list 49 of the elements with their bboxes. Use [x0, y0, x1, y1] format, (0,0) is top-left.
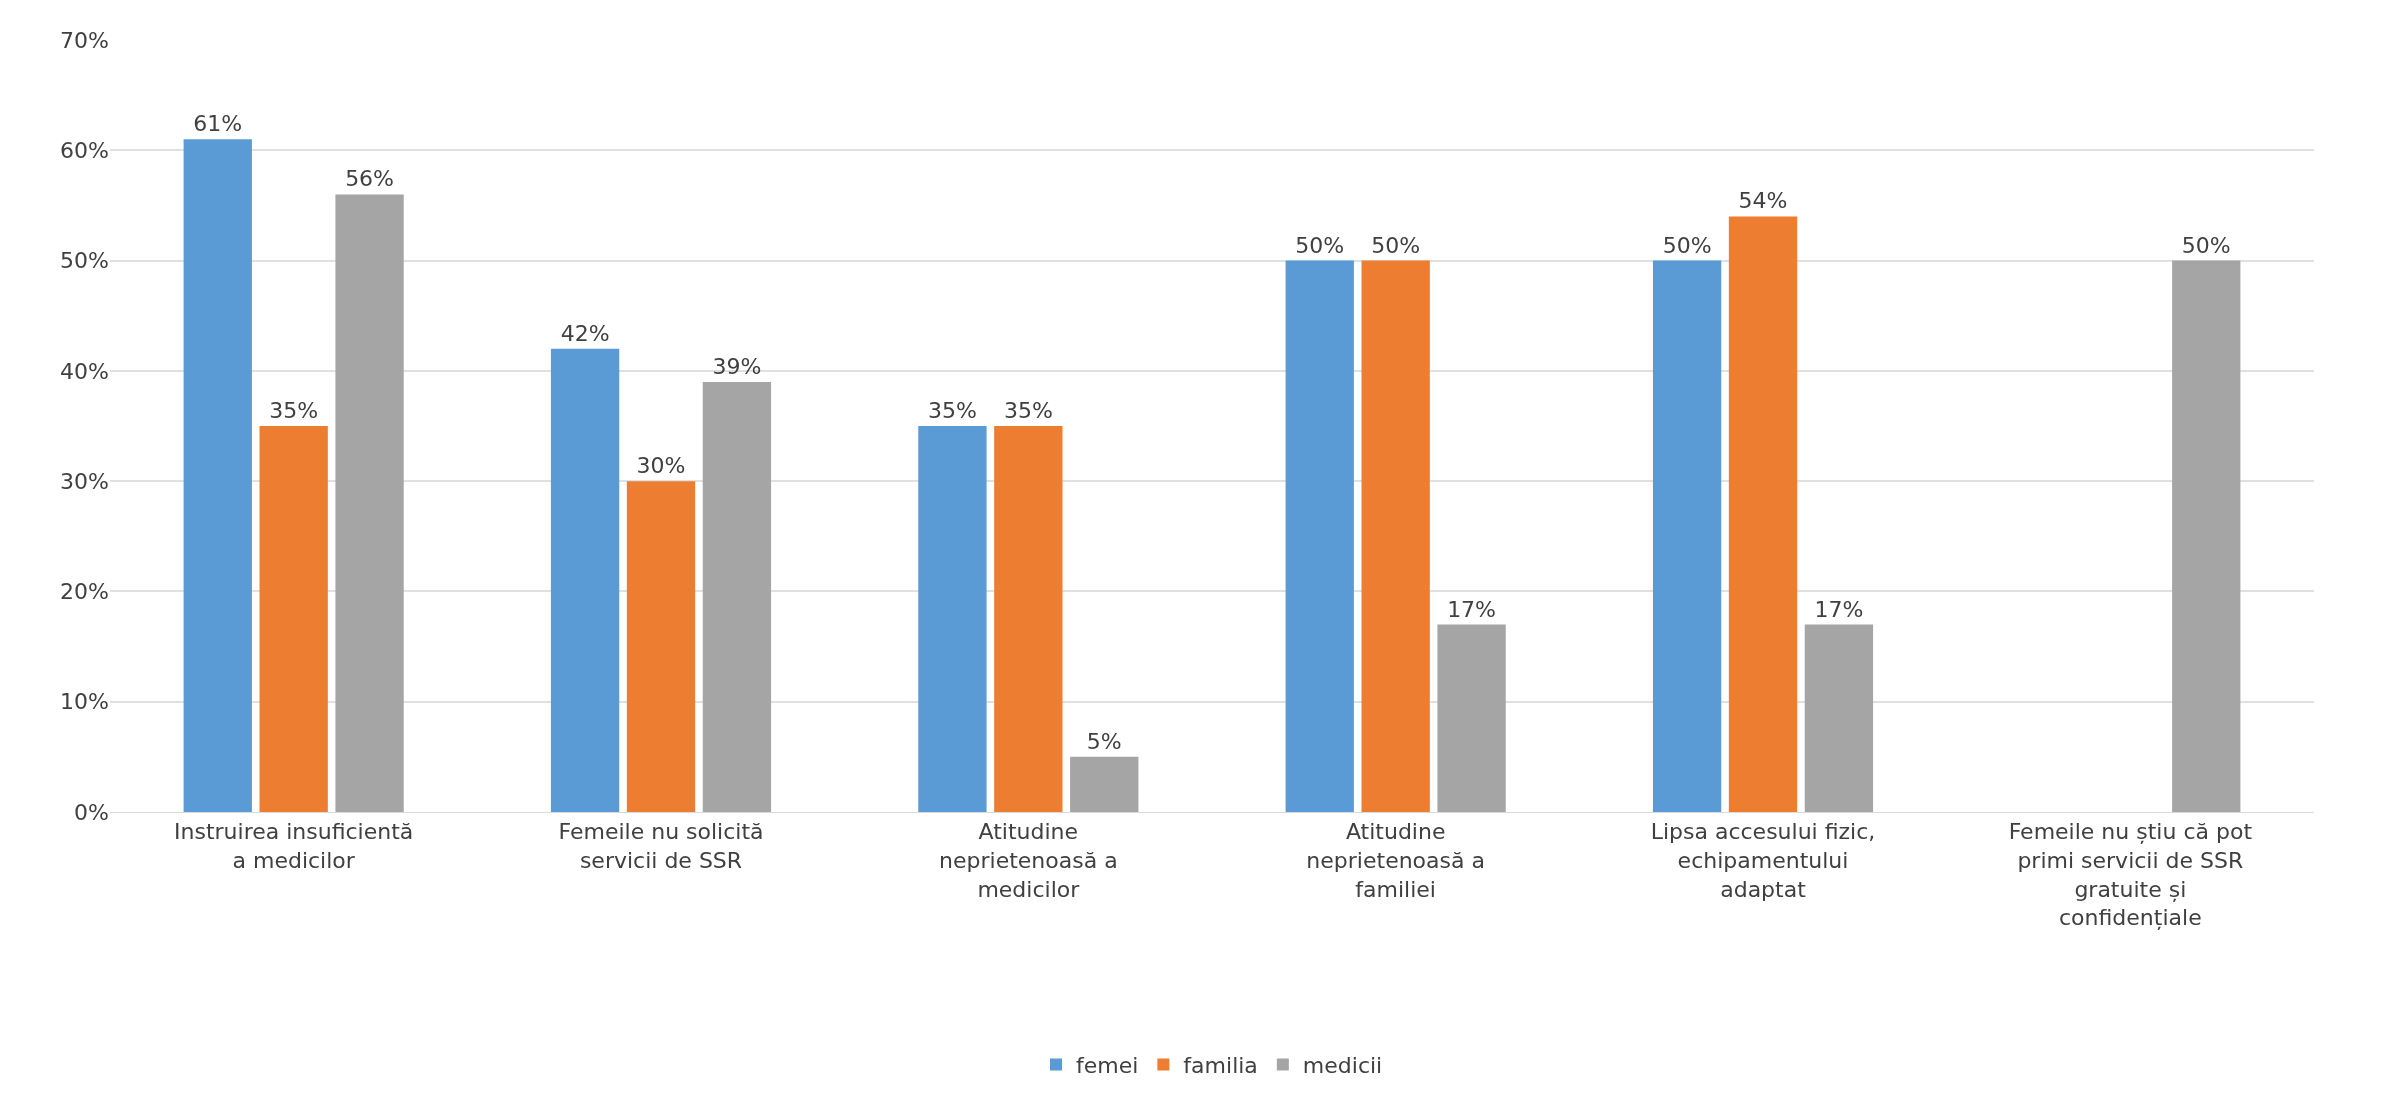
data-label: 61% — [193, 111, 243, 137]
data-label: 50% — [1371, 232, 1421, 258]
y-tick-label: 40% — [60, 358, 109, 384]
data-label: 56% — [345, 166, 395, 192]
data-label: 50% — [1662, 232, 1712, 258]
bar — [183, 139, 252, 812]
x-tick-label: Instruirea insuficientă a medicilor — [174, 819, 414, 873]
data-label: 35% — [269, 398, 319, 423]
data-label: 39% — [712, 353, 762, 379]
data-label: 30% — [636, 453, 686, 479]
x-tick-label: Femeile nu știu că pot primi servicii de SSR gratuite și confidențiale — [2008, 819, 2253, 931]
data-label: 54% — [1738, 188, 1788, 214]
data-label: 35% — [927, 398, 977, 423]
bar — [1285, 260, 1354, 812]
y-tick-label: 10% — [60, 689, 109, 715]
data-label: 35% — [1003, 398, 1053, 423]
y-tick-label: 50% — [60, 248, 109, 274]
bar — [1437, 624, 1506, 812]
data-label: 50% — [2181, 232, 2231, 258]
bar — [1652, 260, 1722, 812]
data-label: 50% — [1295, 232, 1345, 258]
x-tick-label: Lipsa accesului fizic, echipamentului adaptat — [1650, 819, 1876, 902]
y-tick-label: 0% — [74, 799, 109, 825]
x-tick-label: Atitudine neprietenoasă a familiei — [1306, 819, 1485, 902]
bar — [335, 194, 404, 812]
data-label: 17% — [1814, 596, 1864, 622]
bar — [1361, 260, 1430, 812]
bar — [1804, 624, 1874, 812]
y-tick-label: 20% — [60, 579, 109, 605]
x-tick-label: Femeile nu solicită servicii de SSR — [558, 819, 764, 873]
legend-label: familia — [1183, 1052, 1258, 1078]
bar — [702, 381, 772, 812]
bar — [1728, 216, 1798, 812]
legend-label: medicii — [1302, 1052, 1383, 1078]
bar — [259, 426, 328, 812]
bar — [1070, 756, 1139, 812]
bar — [626, 481, 696, 812]
bar — [550, 348, 620, 812]
y-tick-label: 30% — [60, 468, 109, 494]
bar — [2172, 260, 2241, 812]
y-tick-label: 70% — [60, 27, 109, 53]
data-label: 42% — [560, 320, 610, 346]
bar — [994, 426, 1063, 812]
legend-label: femei — [1076, 1052, 1139, 1078]
data-label: 17% — [1447, 596, 1497, 622]
x-tick-label: Atitudine neprietenoasă a medicilor — [939, 819, 1118, 902]
y-tick-label: 60% — [60, 137, 109, 163]
bar — [918, 426, 987, 812]
data-label: 5% — [1086, 728, 1122, 754]
